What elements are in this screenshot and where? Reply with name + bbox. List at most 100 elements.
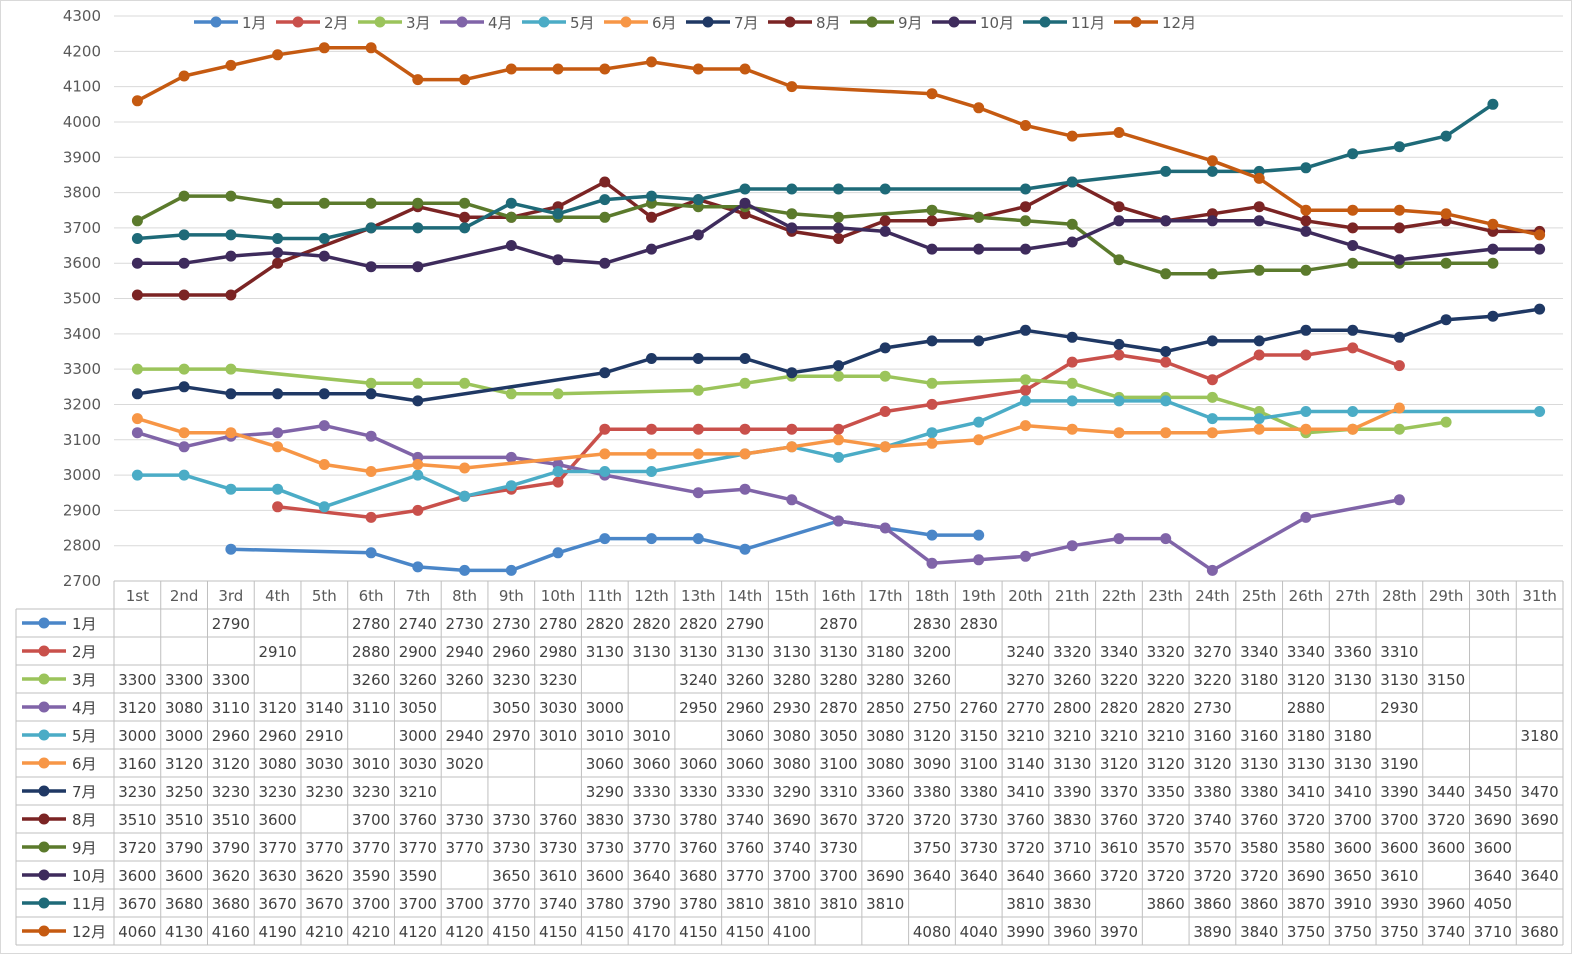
data-point: [833, 233, 844, 244]
table-cell-value: 3390: [1380, 783, 1418, 801]
table-cell-value: 3230: [305, 783, 343, 801]
table-cell-value: 3330: [632, 783, 670, 801]
table-cell-value: 3780: [679, 895, 717, 913]
table-cell-value: 3690: [1521, 811, 1559, 829]
data-point: [412, 561, 424, 573]
x-category-label: 26th: [1289, 587, 1323, 605]
data-point: [973, 335, 985, 347]
data-point: [1487, 257, 1499, 269]
table-cell-value: 3910: [1334, 895, 1372, 913]
table-cell-value: 3100: [819, 755, 857, 773]
data-point: [646, 448, 657, 460]
table-cell-value: 3860: [1147, 895, 1185, 913]
table-cell-value: 3130: [586, 643, 624, 661]
table-cell-value: 3640: [913, 867, 951, 885]
data-point: [879, 406, 891, 417]
table-cell-value: 2750: [913, 699, 951, 717]
table-cell-value: 3750: [913, 839, 951, 857]
table-cell-value: 3120: [118, 699, 156, 717]
table-cell-value: 3060: [632, 755, 670, 773]
data-point: [1020, 420, 1031, 432]
table-cell-value: 3610: [1380, 867, 1418, 885]
data-point: [1020, 384, 1031, 396]
table-cell-value: 3370: [1100, 783, 1138, 801]
table-cell-value: 3160: [1240, 727, 1278, 745]
data-point: [412, 459, 424, 470]
data-point: [692, 423, 704, 435]
data-point: [1347, 423, 1359, 435]
data-point: [926, 427, 938, 439]
table-cell-value: 2940: [445, 643, 483, 661]
table-cell-value: 3270: [1006, 671, 1044, 689]
table-cell-value: 3640: [960, 867, 998, 885]
table-cell-value: 3300: [165, 671, 203, 689]
row-legend-marker: [38, 897, 50, 909]
table-cell-value: 3860: [1240, 895, 1278, 913]
data-point: [1393, 204, 1405, 216]
table-cell-value: 3120: [212, 755, 250, 773]
series-1: [225, 515, 985, 576]
data-point: [1440, 208, 1452, 220]
table-cell-value: 3080: [259, 755, 297, 773]
table-cell-value: 3760: [679, 839, 717, 857]
table-cell-value: 3110: [212, 699, 250, 717]
table-cell-value: 4050: [1474, 895, 1512, 913]
data-point: [1160, 533, 1172, 545]
table-cell-value: 2980: [539, 643, 577, 661]
data-point: [1253, 172, 1265, 184]
data-point: [833, 370, 844, 382]
table-cell-value: 3570: [1193, 839, 1231, 857]
table-cell-value: 3810: [866, 895, 904, 913]
x-category-label: 9th: [499, 587, 524, 605]
data-point: [1487, 98, 1499, 110]
table-cell-value: 3010: [352, 755, 390, 773]
table-cell-value: 3110: [352, 699, 390, 717]
data-point: [1020, 215, 1031, 227]
table-cell-value: 3240: [679, 671, 717, 689]
data-point: [505, 63, 517, 75]
table-cell-value: 3960: [1053, 923, 1091, 941]
y-tick-label: 2700: [63, 572, 101, 590]
data-point: [879, 215, 891, 227]
data-point: [1020, 120, 1031, 131]
table-cell-value: 3680: [165, 895, 203, 913]
legend-label: 2月: [324, 14, 349, 32]
table-cell-value: 3120: [1287, 671, 1325, 689]
table-cell-value: 4120: [445, 923, 483, 941]
data-point: [1160, 346, 1172, 357]
legend-item: 12月: [1114, 14, 1196, 32]
table-cell-value: 3600: [259, 811, 297, 829]
data-point: [552, 466, 564, 477]
table-cell-value: 3730: [445, 811, 483, 829]
data-point: [1253, 264, 1265, 276]
table-cell-value: 4100: [773, 923, 811, 941]
table-cell-value: 3890: [1193, 923, 1231, 941]
table-cell-value: 3080: [165, 699, 203, 717]
data-point: [786, 81, 798, 93]
data-point: [552, 63, 564, 75]
legend-marker: [702, 16, 714, 28]
y-tick-label: 3600: [63, 254, 101, 272]
data-point: [225, 59, 237, 71]
legend-marker: [1039, 16, 1051, 28]
table-cell-value: 3670: [118, 895, 156, 913]
table-cell-value: 2820: [1147, 699, 1185, 717]
data-point: [1534, 229, 1546, 241]
table-cell-value: 3080: [866, 755, 904, 773]
table-cell-value: 3510: [165, 811, 203, 829]
data-point: [599, 176, 611, 188]
legend-label: 4月: [488, 14, 513, 32]
data-point: [1113, 533, 1125, 545]
table-cell-value: 2910: [259, 643, 297, 661]
data-point: [973, 416, 985, 428]
table-cell-value: 3970: [1100, 923, 1138, 941]
data-point: [646, 56, 657, 68]
legend-item: 6月: [604, 14, 677, 32]
legend-label: 1月: [242, 14, 267, 32]
row-legend-marker: [38, 673, 50, 685]
data-point: [1300, 215, 1312, 227]
data-point: [1113, 254, 1125, 266]
table-cell-value: 3120: [165, 755, 203, 773]
data-point: [505, 197, 517, 209]
data-point: [1534, 406, 1546, 417]
